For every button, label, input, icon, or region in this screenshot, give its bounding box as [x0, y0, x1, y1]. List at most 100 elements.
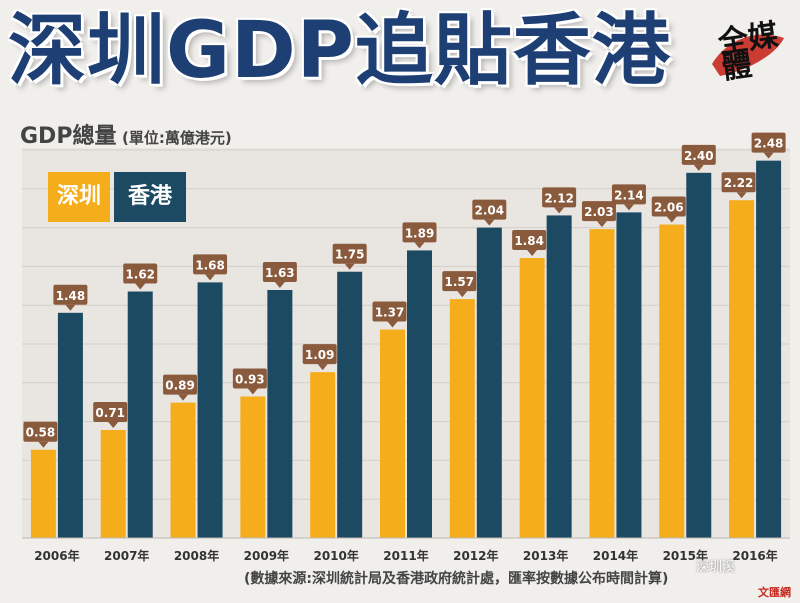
brush-stroke-icon — [712, 34, 784, 76]
bar-hongkong — [756, 160, 782, 538]
data-label: 2.22 — [724, 176, 754, 190]
bar-shenzhen — [240, 396, 266, 538]
data-label-pointer — [65, 304, 76, 311]
data-label: 1.62 — [125, 268, 155, 282]
data-label: 1.63 — [265, 266, 295, 280]
data-label: 1.57 — [445, 275, 475, 289]
data-label-pointer — [736, 192, 747, 199]
bar-shenzhen — [310, 372, 336, 538]
bar-hongkong — [616, 212, 642, 538]
data-label: 1.68 — [195, 258, 225, 272]
bar-hongkong — [267, 289, 293, 538]
data-label-pointer — [693, 164, 704, 171]
data-label-pointer — [317, 364, 328, 371]
bar-shenzhen — [589, 229, 615, 538]
data-label-box — [581, 201, 616, 222]
legend-shenzhen: 深圳 — [48, 172, 110, 222]
data-label: 1.37 — [375, 306, 405, 320]
data-label: 0.89 — [165, 379, 195, 393]
bar-shenzhen — [170, 402, 196, 538]
bar-hongkong — [337, 271, 363, 538]
data-label-box — [262, 261, 297, 282]
bar-shenzhen — [380, 329, 405, 538]
data-label-box — [611, 184, 646, 205]
data-label-box — [93, 401, 128, 422]
bar-shenzhen — [30, 449, 56, 538]
x-tick-label: 2006年 — [34, 548, 79, 563]
data-source-note: (數據來源:深圳統計局及香港政府統計處，匯率按數據公布時間計算) — [244, 571, 669, 587]
data-label: 2.12 — [544, 191, 574, 205]
x-tick-label: 2009年 — [244, 548, 289, 563]
data-label: 2.14 — [614, 188, 644, 202]
data-label-box — [372, 301, 407, 322]
bar-hongkong — [476, 227, 502, 538]
data-label-pointer — [344, 263, 355, 270]
data-label-box — [681, 144, 716, 165]
data-label: 1.75 — [335, 248, 365, 262]
data-label-box — [542, 187, 577, 208]
bar-shenzhen — [519, 258, 545, 538]
watermark: 深圳溪 — [696, 560, 736, 575]
data-label-pointer — [763, 152, 774, 159]
subtitle-unit: (單位:萬億港元) — [122, 129, 232, 147]
x-tick-label: 2007年 — [104, 548, 149, 563]
x-tick-label: 2012年 — [453, 548, 498, 563]
data-label: 1.48 — [56, 289, 86, 303]
data-label: 1.09 — [305, 348, 335, 362]
data-label: 0.58 — [26, 426, 56, 440]
data-label: 2.04 — [475, 204, 505, 218]
data-label-pointer — [178, 394, 189, 401]
bar-hongkong — [546, 215, 572, 539]
data-label: 2.03 — [584, 205, 614, 219]
data-label-pointer — [554, 207, 565, 214]
data-label-pointer — [38, 441, 49, 448]
data-label: 1.84 — [514, 234, 544, 248]
data-label-pointer — [387, 321, 398, 328]
data-label-pointer — [274, 281, 285, 288]
data-label-box — [123, 263, 158, 284]
data-label: 2.06 — [654, 201, 684, 215]
data-label-box — [651, 196, 686, 217]
bar-hongkong — [407, 250, 432, 538]
data-label-pointer — [666, 216, 677, 223]
data-label-box — [163, 374, 198, 395]
brand-logo: 文匯網 — [758, 586, 791, 599]
data-label-pointer — [623, 204, 634, 211]
legend-hongkong: 香港 — [114, 172, 186, 222]
data-label-pointer — [596, 221, 607, 228]
bar-shenzhen — [659, 224, 685, 538]
subtitle-main: GDP總量 — [20, 124, 117, 149]
bar-shenzhen — [729, 200, 755, 538]
bar-hongkong — [686, 172, 712, 538]
x-tick-label: 2014年 — [593, 548, 638, 563]
x-tick-label: 2008年 — [174, 548, 219, 563]
data-label-box — [512, 230, 547, 251]
data-label: 1.89 — [405, 226, 435, 240]
data-label-box — [721, 172, 756, 193]
bar-shenzhen — [449, 299, 475, 538]
data-label: 0.71 — [95, 406, 125, 420]
data-label: 2.48 — [754, 137, 784, 151]
data-label-box — [53, 284, 88, 305]
bar-hongkong — [197, 282, 223, 538]
bar-shenzhen — [100, 429, 126, 538]
data-label-pointer — [457, 291, 468, 298]
data-label-pointer — [484, 219, 495, 226]
data-label-pointer — [108, 421, 119, 428]
data-label-pointer — [527, 250, 538, 257]
data-label-box — [402, 222, 437, 243]
x-tick-label: 2016年 — [732, 548, 777, 563]
page-title: 深圳GDP追貼香港 — [8, 6, 671, 96]
data-label-box — [332, 243, 367, 264]
data-label: 0.93 — [235, 372, 265, 386]
data-label-box — [23, 421, 58, 442]
data-label-box — [302, 344, 337, 365]
bar-hongkong — [127, 291, 153, 538]
data-label-pointer — [247, 388, 258, 395]
data-label-box — [232, 368, 267, 389]
data-label-box — [751, 132, 786, 153]
x-tick-label: 2011年 — [383, 548, 428, 563]
data-label-box — [442, 271, 477, 292]
data-label-pointer — [414, 242, 425, 249]
